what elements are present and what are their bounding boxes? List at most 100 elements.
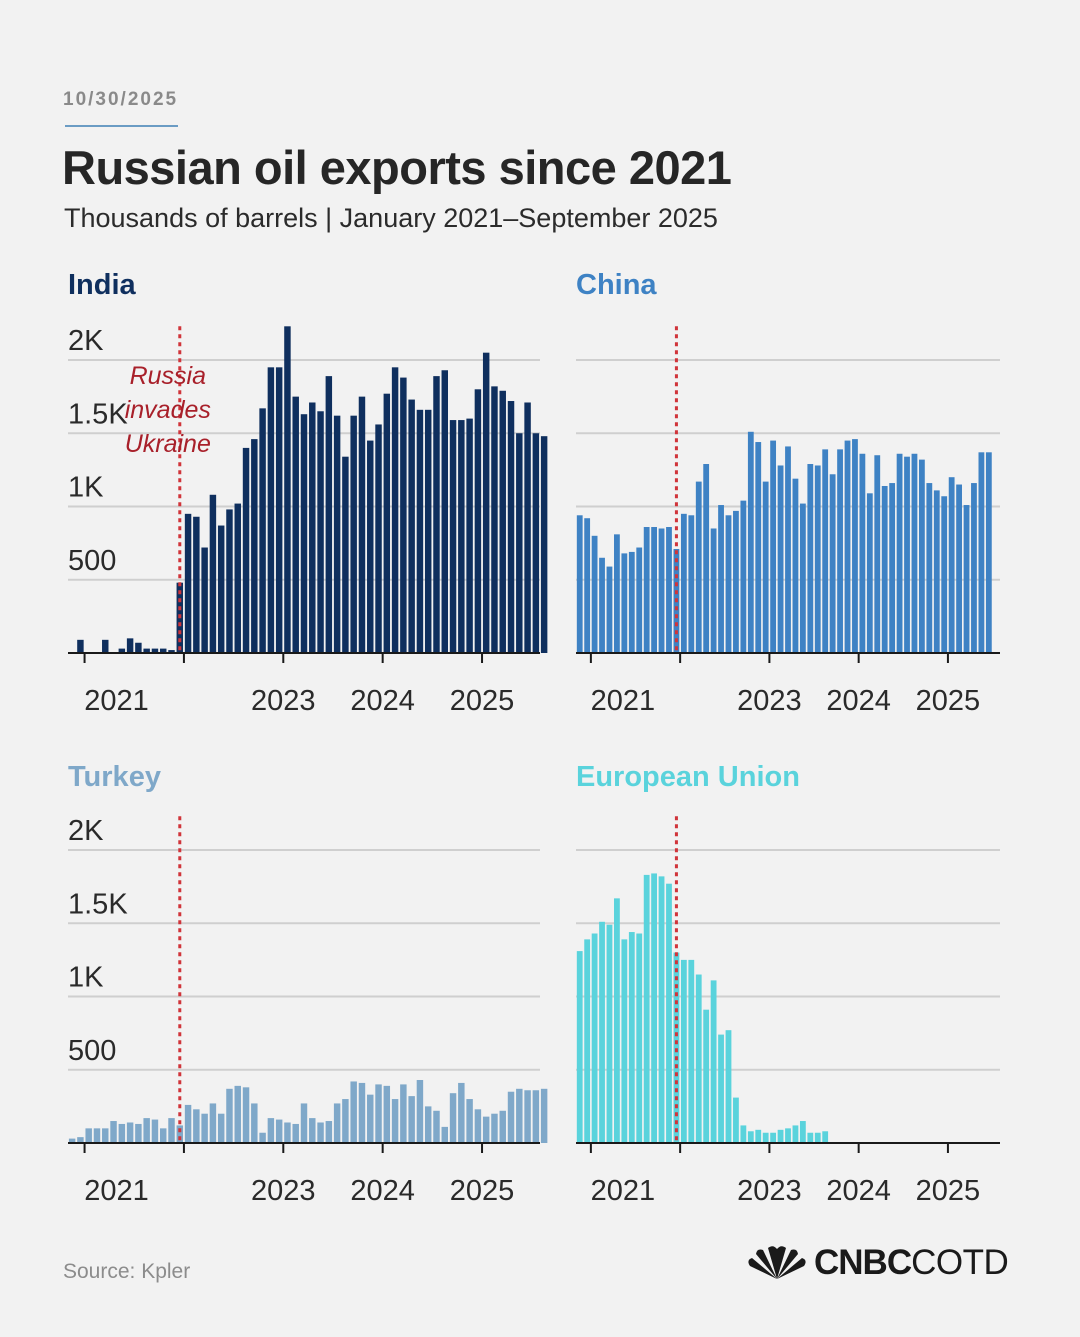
china-bar [933,490,940,653]
china-bar [733,510,739,653]
european-union-x-tick-label: 2023 [737,1175,802,1207]
india-bar [143,648,150,653]
logo-cnbc-text: CNBC [814,1243,912,1282]
european-union-bar [733,1097,739,1143]
india-bar [292,396,299,654]
india-bar [350,415,357,653]
india-bar [234,503,241,653]
turkey-x-tick-label: 2024 [350,1175,415,1207]
china-bar [822,449,829,653]
turkey-bar [524,1090,531,1143]
turkey-bar [126,1122,134,1143]
india-bar [424,409,432,653]
turkey-bar [449,1093,457,1143]
european-union-bar [770,1132,777,1143]
china-bar [747,431,754,653]
turkey-bar [433,1110,440,1143]
china-x-tick-label: 2021 [591,685,656,717]
india-bar [267,367,275,653]
india-bar [383,393,391,653]
turkey-bar [342,1099,349,1143]
turkey-bar [540,1088,548,1143]
india-bar [242,447,250,653]
india-bar [160,648,167,653]
turkey-bar [275,1119,283,1143]
india-bar [416,409,424,653]
turkey-bar [391,1099,399,1143]
china-bar [666,527,672,653]
india-bar [275,367,283,653]
turkey-bar [482,1116,490,1143]
turkey-bar [441,1126,448,1143]
china-bar [904,456,910,653]
cnbc-logo: CNBC COTD [746,1243,1009,1283]
china-bar [814,465,821,653]
india-bar [259,408,266,653]
china-bar [576,515,583,653]
turkey-y-tick-label: 1.5K [68,888,128,920]
china-bar [703,464,710,653]
turkey-x-tick-label: 2023 [251,1175,316,1207]
china-bar [658,528,665,653]
turkey-bar [300,1103,308,1143]
china-chart-title: China [576,269,657,301]
india-y-tick-label: 1K [68,472,104,504]
turkey-bar [209,1103,217,1143]
turkey-bar [201,1113,208,1143]
peacock-icon [748,1246,806,1279]
china-bar [777,465,784,653]
china-bar [643,527,650,653]
turkey-y-tick-label: 500 [68,1035,116,1067]
turkey-bar [110,1121,117,1143]
china-bar [614,534,620,653]
china-bar [978,452,985,653]
european-union-bar [792,1125,799,1143]
india-bar [540,436,548,653]
china-bar [695,481,702,654]
european-union-bar [643,874,650,1143]
turkey-bar [474,1109,482,1144]
india-bar [499,390,506,653]
european-union-bar [606,924,613,1143]
european-union-bar [777,1129,784,1143]
china-bar [710,528,717,653]
turkey-bar [267,1118,275,1143]
india-bar [482,352,490,653]
european-union-x-tick-label: 2024 [826,1175,891,1207]
european-union-bar [695,974,702,1143]
china-bar [599,557,605,653]
china-x-tick-label: 2023 [737,685,802,717]
turkey-x-tick-label: 2021 [84,1175,149,1207]
india-bar [358,396,366,654]
turkey-bar [242,1087,250,1143]
european-union-bar [576,951,583,1143]
india-bar [193,516,200,653]
china-bar [762,481,769,654]
india-bar [532,433,540,653]
china-bar [680,513,687,653]
turkey-bar [102,1128,109,1143]
china-bar [636,547,643,653]
turkey-bar [184,1104,192,1143]
european-union-bar [747,1131,754,1143]
china-bar [829,474,836,653]
china-bar [971,483,977,653]
turkey-bar [309,1118,316,1143]
european-union-bar [636,933,643,1143]
india-bar [151,648,159,653]
european-union-bar [799,1121,806,1143]
india-bar [433,376,440,653]
india-y-tick-label: 2K [68,325,104,357]
turkey-bar [350,1081,357,1143]
turkey-bar [160,1128,167,1143]
india-bar [284,326,291,653]
invasion-annotation-text: invades [125,396,211,424]
india-bar [466,418,473,653]
india-bar [491,386,498,653]
european-union-bar [710,980,717,1143]
india-x-tick-label: 2024 [350,685,415,717]
india-bar [408,399,415,653]
india-bar [375,424,382,653]
india-bar [524,402,531,653]
china-bar [621,553,628,653]
